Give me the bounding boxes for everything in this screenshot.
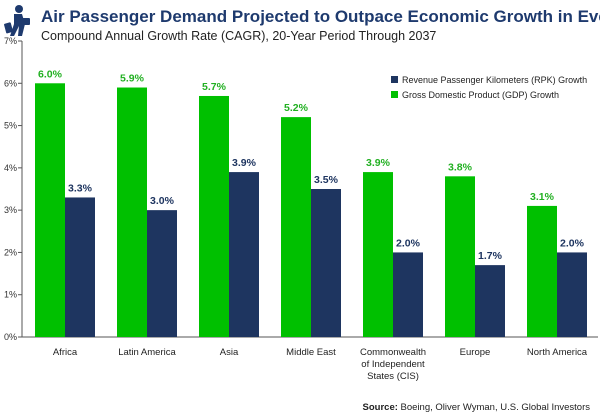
data-label: 5.9% <box>120 73 145 85</box>
bar-rpk <box>311 189 341 337</box>
data-label: 5.2% <box>284 102 309 114</box>
source-note: Source: Boeing, Oliver Wyman, U.S. Globa… <box>363 402 591 413</box>
legend-label: Revenue Passenger Kilometers (RPK) Growt… <box>402 75 587 85</box>
bar-rpk <box>557 252 587 337</box>
chart-title: Air Passenger Demand Projected to Outpac… <box>41 7 600 26</box>
data-label: 3.9% <box>232 157 257 169</box>
bar-rpk <box>229 172 259 337</box>
chart-subtitle: Compound Annual Growth Rate (CAGR), 20-Y… <box>41 29 436 43</box>
source-text: Boeing, Oliver Wyman, U.S. Global Invest… <box>401 402 591 413</box>
bar-gdp <box>527 205 557 337</box>
traveler-icon <box>4 5 30 36</box>
y-tick-label: 1% <box>4 290 17 300</box>
y-tick-label: 0% <box>4 332 17 342</box>
data-label: 3.5% <box>314 174 339 186</box>
x-tick-label: Africa <box>53 347 78 358</box>
y-tick-label: 3% <box>4 205 17 215</box>
data-label: 3.9% <box>366 157 391 169</box>
bar-gdp <box>445 176 475 337</box>
y-tick-label: 6% <box>4 78 17 88</box>
bar-rpk <box>147 210 177 337</box>
x-tick-label: Asia <box>220 347 239 358</box>
y-tick-label: 5% <box>4 121 17 131</box>
bar-rpk <box>475 265 505 337</box>
bar-gdp <box>281 117 311 337</box>
x-tick-label: North America <box>527 347 588 358</box>
bar-gdp <box>363 172 393 337</box>
data-label: 5.7% <box>202 81 227 93</box>
x-tick-label: Middle East <box>286 347 336 358</box>
bar-gdp <box>35 83 65 338</box>
data-label: 6.0% <box>38 68 63 80</box>
x-tick-label: Latin America <box>118 347 176 358</box>
legend-swatch <box>391 76 398 83</box>
data-label: 2.0% <box>396 237 421 249</box>
source-label: Source: <box>363 402 398 413</box>
y-tick-label: 7% <box>4 36 17 46</box>
legend-label: Gross Domestic Product (GDP) Growth <box>402 90 559 100</box>
data-label: 3.8% <box>448 161 473 173</box>
y-tick-label: 4% <box>4 163 17 173</box>
legend-swatch <box>391 91 398 98</box>
data-label: 3.1% <box>530 191 555 203</box>
data-label: 2.0% <box>560 237 585 249</box>
data-label: 3.0% <box>150 195 175 207</box>
bar-rpk <box>65 197 95 337</box>
y-tick-label: 2% <box>4 247 17 257</box>
x-tick-label: Europe <box>460 347 491 358</box>
data-label: 1.7% <box>478 250 503 262</box>
x-tick-label: Commonwealth of Independent States (CIS) <box>360 347 426 382</box>
bar-rpk <box>393 252 423 337</box>
bar-gdp <box>199 95 229 337</box>
bar-gdp <box>117 87 147 337</box>
data-label: 3.3% <box>68 182 93 194</box>
